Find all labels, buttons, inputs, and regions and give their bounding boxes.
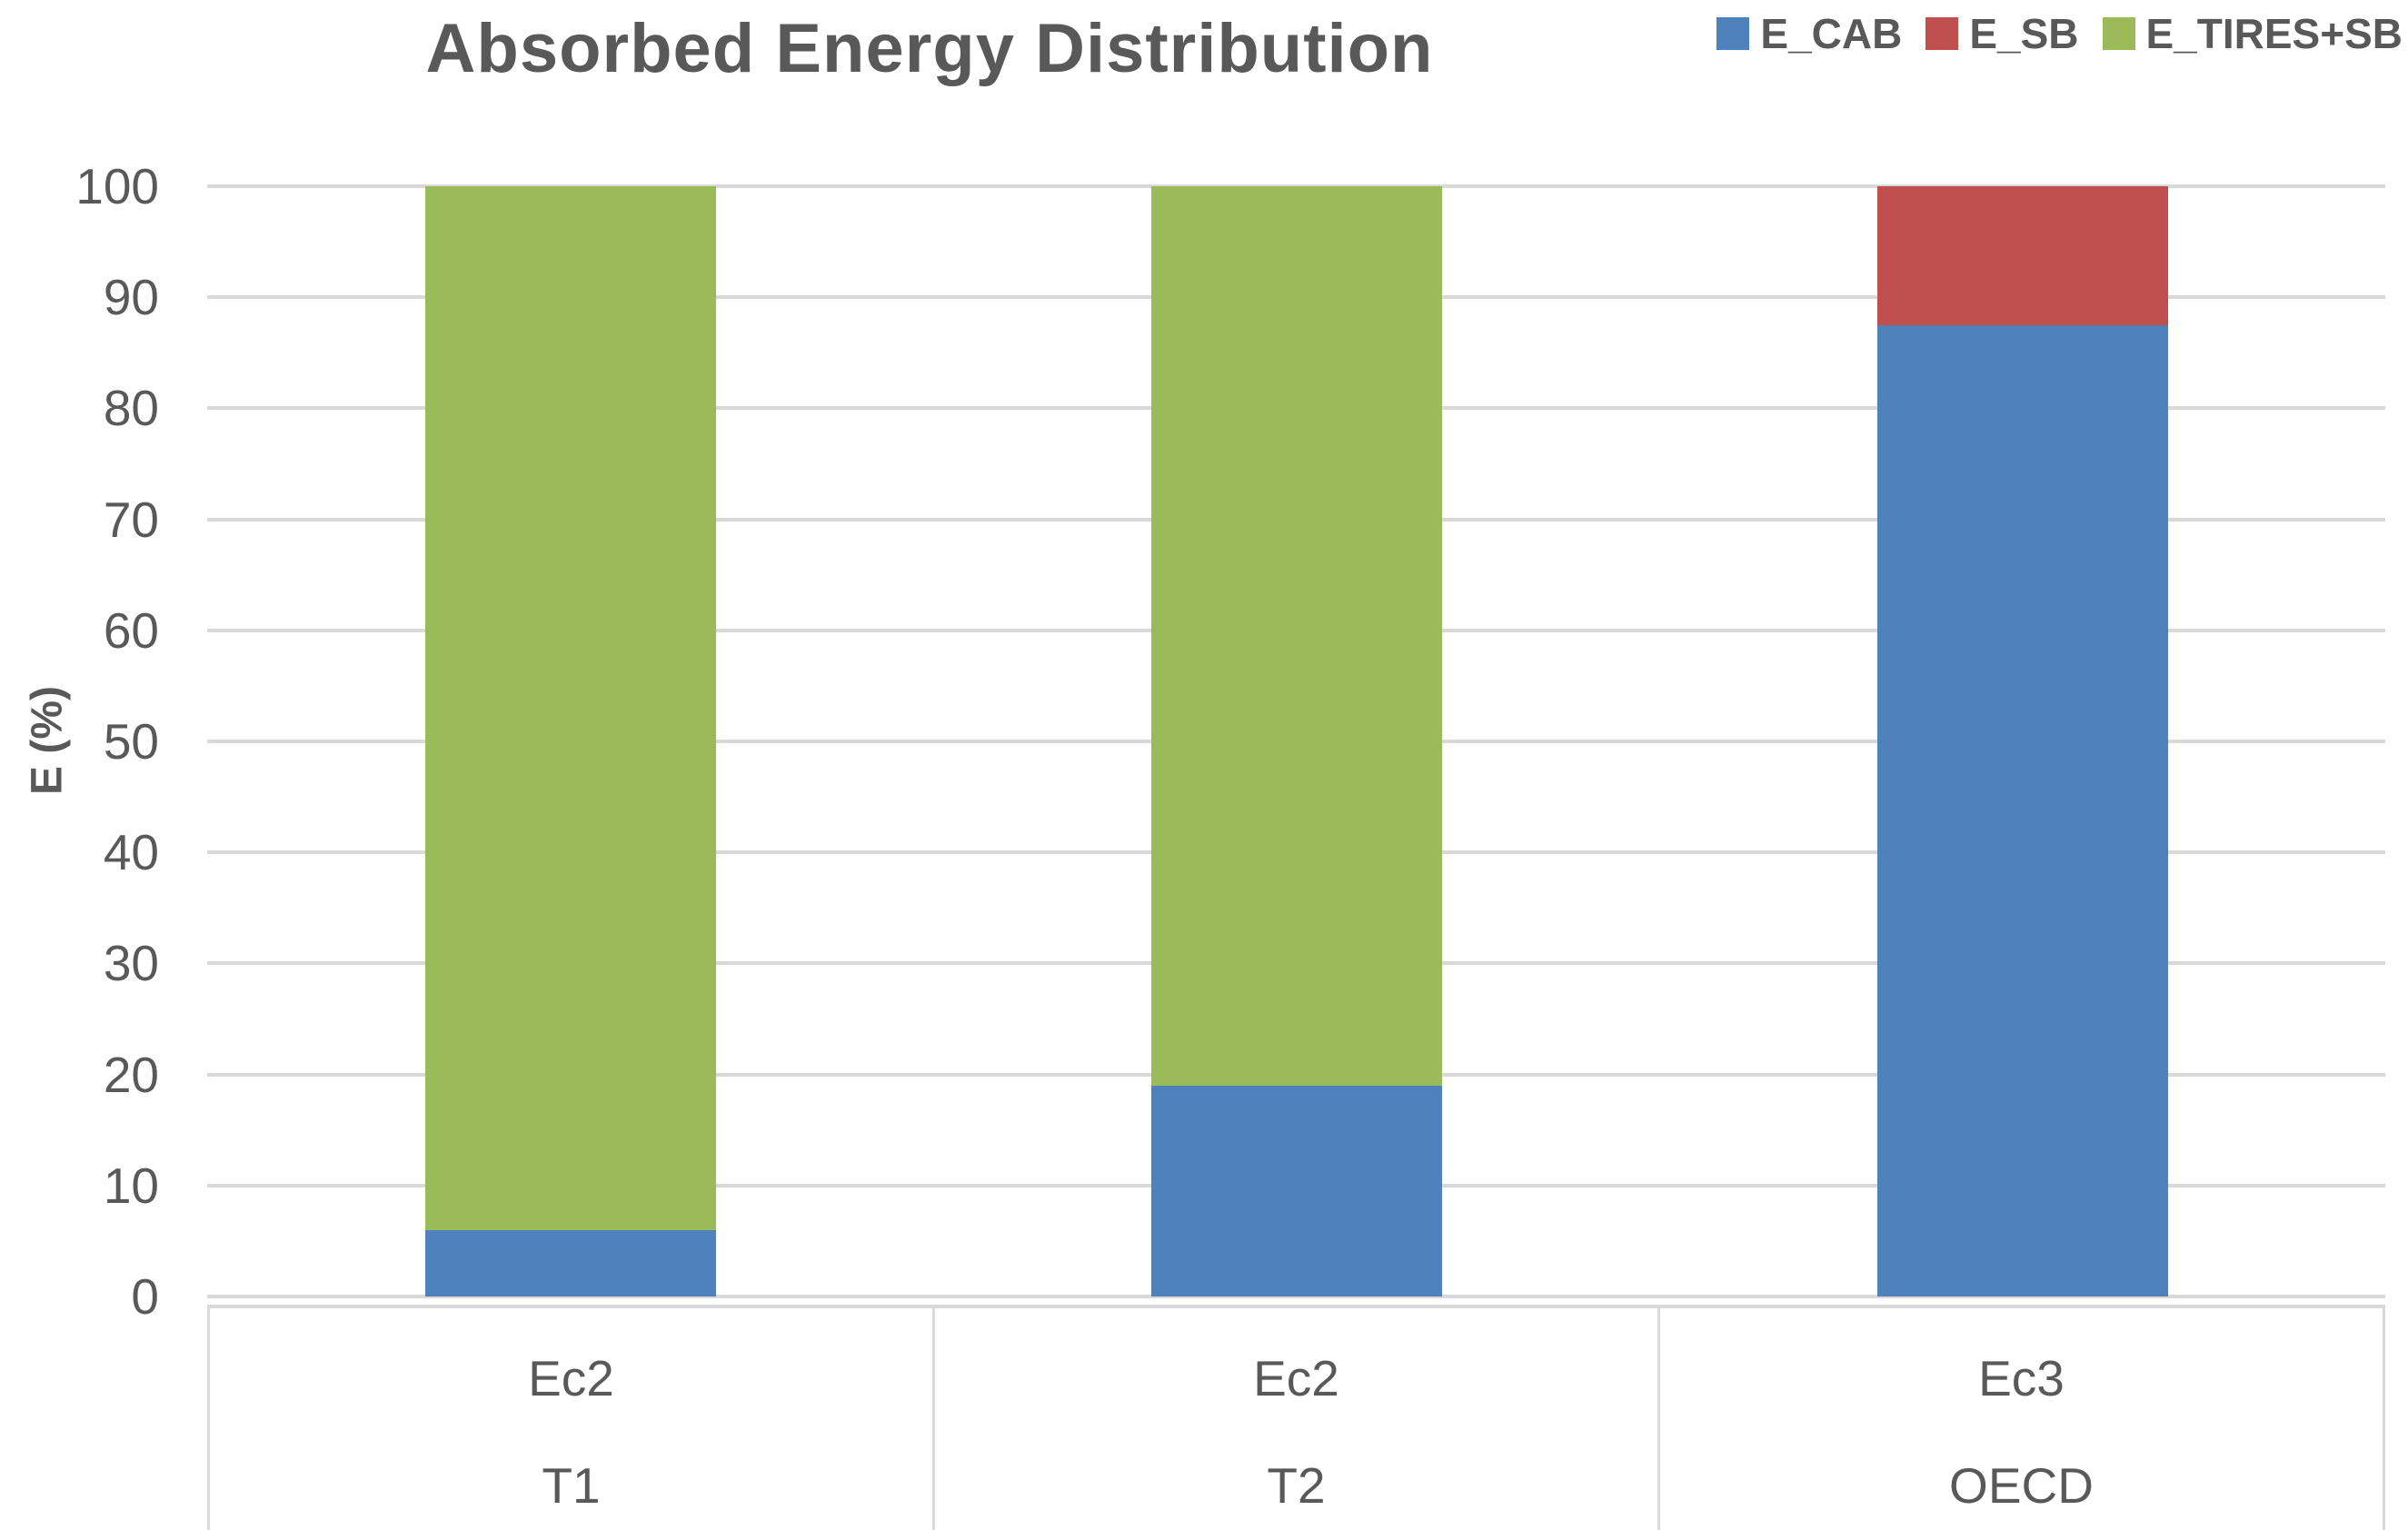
legend-label: E_TIRES+SB [2145,10,2403,57]
category-label: T1 [542,1457,601,1514]
legend-swatch-E_TIRES+SB [2102,17,2135,50]
legend-label: E_CAB [1760,10,1903,57]
y-tick-label-0: 0 [131,1268,159,1325]
category-group-label: Ec2 [528,1350,614,1406]
plot-area [207,184,2385,1298]
gridline-100 [207,184,2385,188]
category-cell-OECD: Ec3 OECD [1660,1308,2385,1530]
bar-segment-E_TIRES+SB-T1 [424,186,716,1230]
bar-segment-E_SB-OECD [1876,186,2168,325]
bar-segment-E_CAB-OECD [1876,324,2168,1297]
bar-segment-E_CAB-T1 [424,1229,716,1297]
bar-segment-E_TIRES+SB-T2 [1150,186,1442,1086]
y-tick-label-40: 40 [103,824,159,881]
y-tick-label-70: 70 [103,491,159,548]
legend-label: E_SB [1969,10,2079,57]
legend-swatch-E_CAB [1716,17,1750,50]
bar-segment-E_CAB-T2 [1150,1085,1442,1297]
legend-item-E_SB: E_SB [1925,9,2079,58]
legend-swatch-E_SB [1925,17,1959,50]
y-tick-label-30: 30 [103,935,159,992]
y-tick-label-60: 60 [103,601,159,659]
chart-title: Absorbed Energy Distribution [425,10,1434,87]
x-axis-category-table: Ec2 T1 Ec2 T2 Ec3 OECD [207,1305,2385,1530]
legend: E_CAB E_SB E_TIRES+SB [1716,9,2403,58]
y-tick-label-10: 10 [103,1157,159,1214]
y-tick-label-50: 50 [103,713,159,770]
category-cell-T2: Ec2 T2 [935,1308,1660,1530]
legend-item-E_CAB: E_CAB [1716,9,1902,58]
legend-item-E_TIRES+SB: E_TIRES+SB [2102,9,2403,58]
category-group-label: Ec2 [1253,1350,1339,1406]
y-tick-label-100: 100 [75,158,159,214]
gridline-0 [207,1295,2385,1298]
category-label: OECD [1949,1457,2094,1514]
category-label: T2 [1267,1457,1326,1514]
category-cell-T1: Ec2 T1 [210,1308,935,1530]
category-group-label: Ec3 [1978,1350,2065,1406]
y-tick-label-80: 80 [103,380,159,437]
y-tick-label-90: 90 [103,269,159,326]
y-tick-label-20: 20 [103,1046,159,1103]
